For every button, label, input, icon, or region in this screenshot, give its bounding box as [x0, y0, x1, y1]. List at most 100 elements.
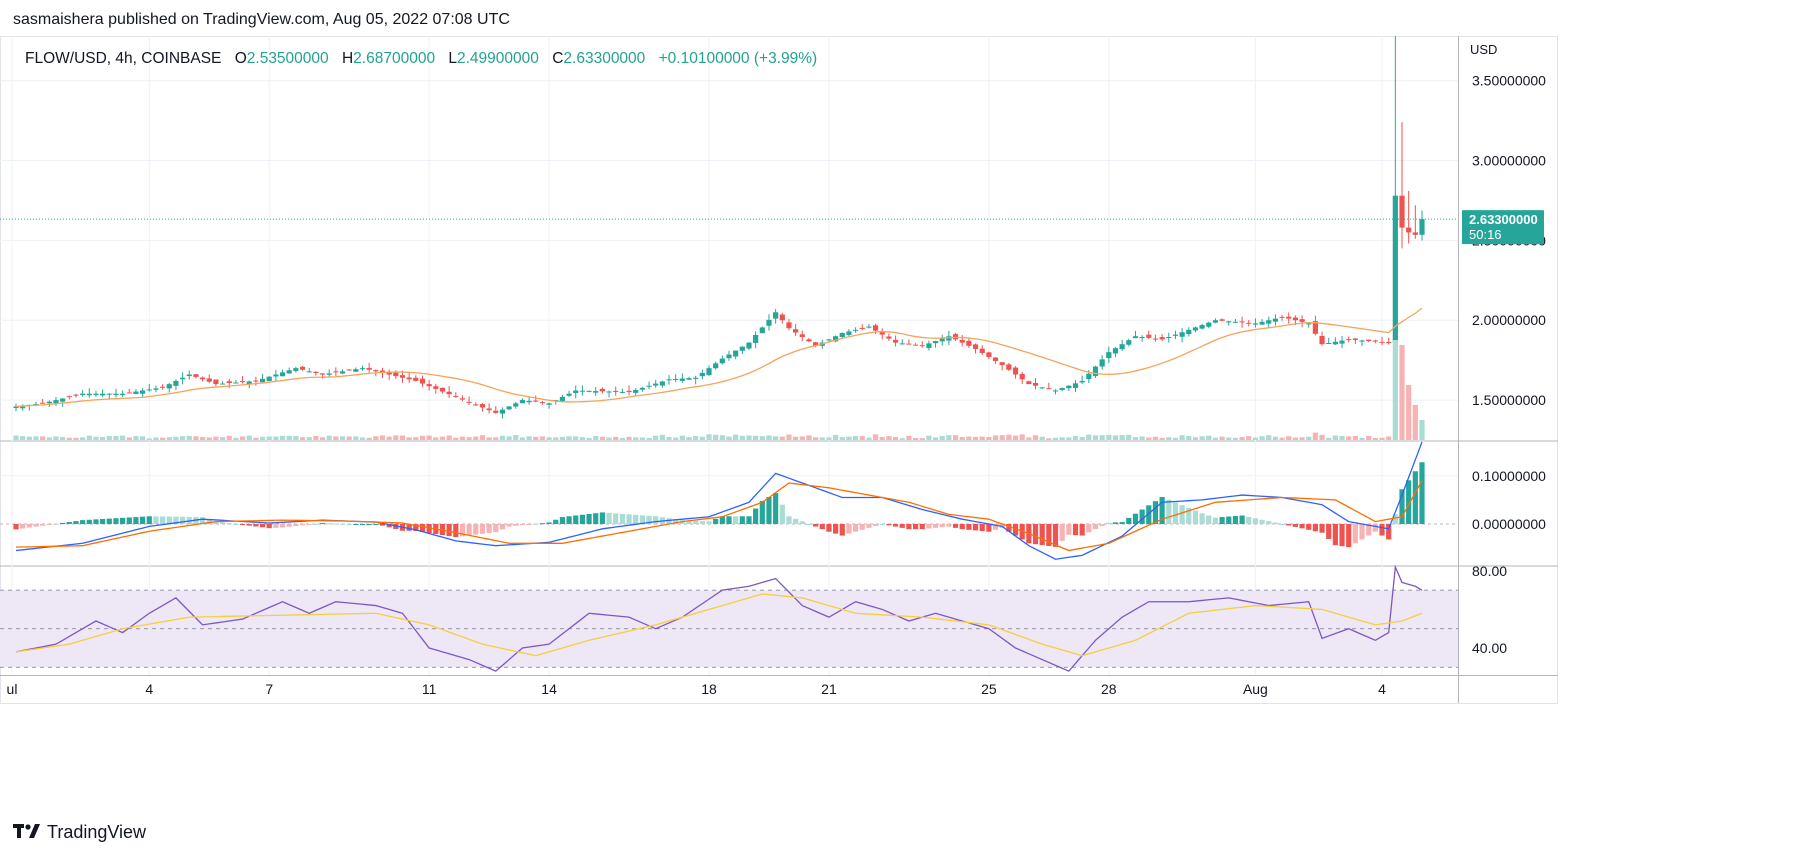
candle-body [233, 382, 239, 384]
candle-body [40, 402, 46, 404]
candle-body [986, 352, 992, 357]
volume-bar [806, 435, 812, 440]
candle-body [419, 378, 426, 384]
macd-histogram-bar [513, 524, 519, 526]
volume-bar [1292, 437, 1298, 440]
candle-body [93, 393, 99, 395]
macd-tick-label: 0.10000000 [1472, 468, 1546, 484]
candle-body [779, 314, 785, 321]
macd-histogram-bar [1419, 462, 1425, 524]
macd-histogram-bar [872, 524, 879, 526]
volume-bar [739, 435, 745, 440]
macd-histogram-bar [93, 519, 99, 524]
volume-bar [1052, 437, 1059, 440]
candle-body [273, 374, 279, 377]
candle-body [406, 377, 412, 380]
volume-bar [773, 436, 779, 440]
volume-bar [439, 436, 446, 440]
candle-body [1292, 317, 1298, 321]
candle-body [1199, 325, 1205, 329]
candle-body [1006, 364, 1012, 370]
macd-histogram-bar [53, 523, 59, 525]
candle-body [499, 409, 506, 414]
macd-histogram-bar [146, 516, 152, 524]
macd-histogram-bar [1359, 524, 1365, 540]
volume-bar [213, 436, 219, 440]
volume-bar [20, 436, 26, 440]
time-tick-label: 14 [541, 681, 557, 697]
volume-bar [453, 437, 459, 440]
volume-bar [1406, 385, 1412, 440]
macd-histogram-bar [1099, 524, 1105, 526]
macd-histogram-bar [979, 524, 985, 532]
volume-bar [319, 437, 326, 440]
macd-histogram-bar [992, 524, 999, 530]
macd-histogram-bar [1326, 524, 1332, 539]
candle-body [299, 366, 306, 370]
macd-histogram-bar [299, 524, 306, 526]
macd-histogram-bar [80, 520, 86, 524]
volume-bar [166, 437, 172, 440]
macd-histogram-bar [1206, 515, 1212, 524]
volume-bar [13, 435, 19, 440]
candle-body [1359, 340, 1365, 342]
volume-bar [886, 436, 892, 440]
candle-body [1412, 232, 1418, 235]
macd-histogram-bar [899, 524, 905, 528]
macd-histogram-bar [912, 524, 919, 530]
candle-body [473, 404, 479, 406]
macd-histogram-bar [326, 523, 332, 525]
macd-histogram-bar [1106, 522, 1112, 524]
candle-body [859, 327, 865, 329]
candle-body [726, 354, 732, 359]
volume-bar [859, 436, 865, 440]
volume-bar [546, 437, 552, 440]
macd-histogram-bar [406, 524, 412, 531]
candle-body [1299, 319, 1305, 322]
volume-bar [753, 435, 759, 440]
volume-bar [939, 435, 945, 440]
candle-body [319, 373, 326, 375]
volume-bar [892, 437, 899, 440]
rsi-tick-label: 40.00 [1472, 640, 1507, 656]
macd-histogram-bar [100, 518, 106, 524]
volume-bar [593, 435, 599, 440]
candle-body [912, 344, 919, 346]
macd-histogram-bar [886, 524, 892, 526]
rsi-ma-line [15, 593, 1423, 657]
currency-label: USD [1470, 42, 1497, 57]
footer-brand[interactable]: TradingView [13, 822, 146, 843]
macd-histogram-bar [1412, 471, 1418, 524]
macd-histogram-bar [666, 518, 672, 524]
volume-bar [833, 434, 839, 440]
macd-histogram-bar [126, 517, 132, 524]
macd-histogram-bar [813, 524, 819, 527]
volume-bar [1132, 437, 1139, 440]
volume-bar [233, 437, 239, 440]
volume-bar [100, 436, 106, 440]
candle-body [526, 400, 532, 403]
candle-body [1246, 322, 1252, 324]
volume-bar [1166, 437, 1172, 440]
macd-histogram-bar [1066, 524, 1072, 535]
macd-histogram-bar [566, 516, 572, 524]
macd-histogram-bar [826, 524, 832, 532]
candle-body [1366, 339, 1372, 341]
volume-bar [932, 437, 939, 440]
candle-body [1272, 318, 1279, 322]
macd-histogram-bar [173, 516, 179, 524]
macd-histogram-bar [753, 508, 759, 524]
volume-bar [1306, 436, 1312, 440]
candle-body [1192, 327, 1199, 331]
volume-bar [346, 436, 352, 440]
candle-body [1086, 373, 1092, 380]
candle-body [493, 410, 499, 413]
volume-bar [33, 436, 39, 440]
candle-body [693, 377, 699, 379]
macd-histogram-bar [1226, 516, 1232, 524]
volume-bar [646, 437, 652, 440]
macd-histogram-bar [859, 524, 865, 530]
candle-body [199, 377, 206, 380]
macd-histogram-bar [359, 524, 366, 525]
